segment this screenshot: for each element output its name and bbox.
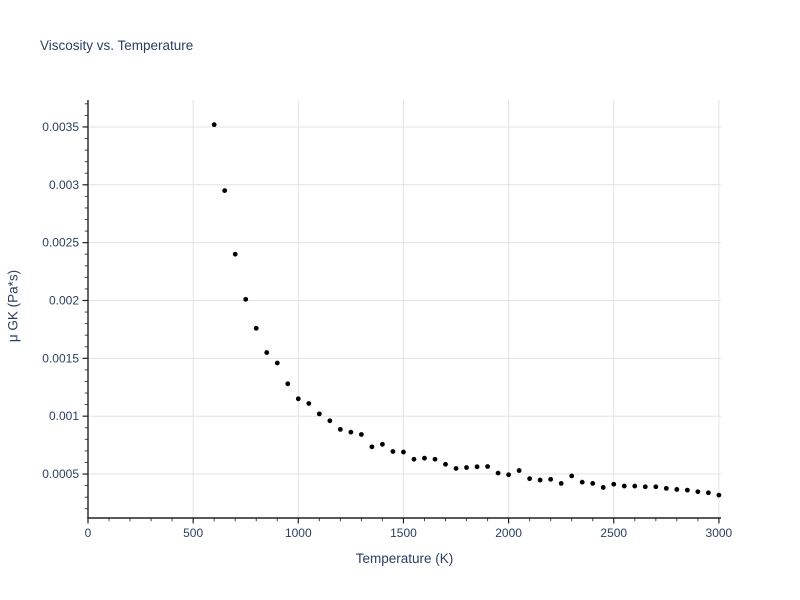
data-point [432, 456, 438, 462]
data-point [295, 396, 301, 402]
data-point [674, 487, 680, 492]
data-point [222, 188, 228, 193]
data-point [600, 485, 606, 490]
x-tick-label: 500 [183, 526, 203, 540]
data-point [358, 432, 364, 437]
data-point [516, 468, 522, 473]
data-point [264, 350, 270, 355]
data-point [380, 441, 385, 447]
data-point [232, 251, 238, 257]
data-point [632, 483, 638, 489]
data-point [705, 490, 711, 496]
data-point [474, 464, 480, 470]
data-point [285, 381, 291, 387]
data-point [211, 122, 217, 128]
data-point [611, 481, 617, 487]
y-tick-label: 0.003 [49, 178, 79, 192]
data-point [327, 418, 333, 424]
x-tick-label: 2500 [600, 526, 627, 540]
data-point [316, 411, 322, 417]
data-point [558, 481, 564, 486]
x-tick-label: 2000 [495, 526, 522, 540]
data-point [401, 449, 406, 455]
data-point [348, 429, 354, 435]
data-point [411, 456, 417, 462]
y-axis-title: μ GK (Pa*s) [5, 269, 21, 343]
data-point [653, 484, 659, 490]
data-point [537, 477, 543, 483]
data-point [337, 426, 343, 432]
x-tick-label: 3000 [706, 526, 733, 540]
data-point [527, 476, 533, 482]
y-tick-label: 0.0015 [42, 351, 79, 365]
data-point [579, 479, 585, 485]
data-point [464, 465, 469, 470]
data-point [548, 476, 554, 482]
data-point [485, 464, 490, 469]
data-point [684, 487, 690, 493]
data-point [590, 481, 596, 486]
data-point [422, 455, 427, 461]
y-tick-label: 0.001 [49, 409, 79, 423]
data-point [716, 492, 722, 498]
x-axis-title: Temperature (K) [355, 551, 454, 566]
data-point [453, 466, 459, 471]
data-point [695, 489, 701, 495]
data-point [642, 484, 648, 490]
chart-title: Viscosity vs. Temperature [40, 38, 194, 53]
data-point [253, 325, 259, 331]
y-tick-label: 0.0005 [42, 467, 79, 481]
x-tick-label: 1500 [390, 526, 417, 540]
x-tick-label: 0 [85, 526, 92, 540]
data-point [621, 483, 627, 489]
data-point [369, 444, 375, 450]
data-point [390, 449, 396, 454]
data-point [243, 296, 249, 302]
data-point [274, 360, 280, 366]
data-point [306, 401, 312, 406]
x-tick-label: 1000 [285, 526, 312, 540]
y-tick-label: 0.0035 [42, 120, 79, 134]
data-point [443, 461, 448, 467]
y-tick-label: 0.0025 [42, 236, 79, 250]
data-point [495, 470, 501, 476]
y-tick-label: 0.002 [49, 293, 79, 307]
data-point [506, 472, 511, 478]
data-point [569, 473, 575, 479]
data-point [663, 485, 669, 491]
